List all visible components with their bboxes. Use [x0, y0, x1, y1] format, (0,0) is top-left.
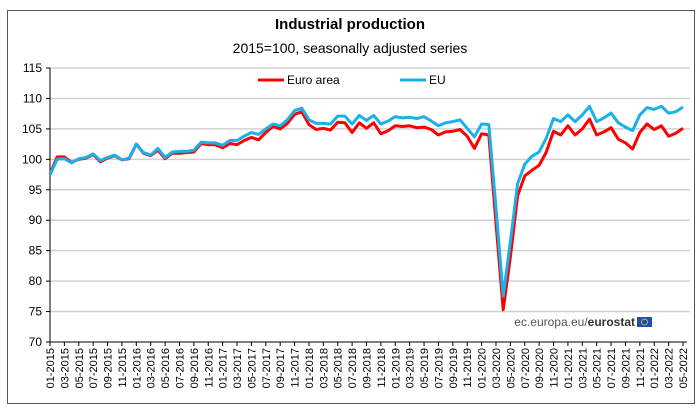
- x-tick-label: 11-2021: [635, 348, 647, 388]
- x-tick-label: 01-2020: [477, 348, 489, 388]
- x-tick-label: 11-2019: [462, 348, 474, 388]
- y-tick-label: 75: [29, 305, 43, 319]
- x-tick-label: 03-2020: [491, 348, 503, 388]
- y-tick-label: 70: [29, 335, 43, 349]
- x-tick-label: 07-2018: [347, 348, 359, 388]
- x-tick-label: 03-2017: [232, 348, 244, 388]
- x-tick-label: 07-2017: [261, 348, 273, 388]
- x-tick-label: 09-2017: [275, 348, 287, 388]
- y-tick-label: 95: [29, 183, 43, 197]
- x-tick-label: 03-2022: [664, 348, 676, 388]
- y-tick-label: 110: [23, 91, 42, 105]
- y-tick-label: 80: [29, 274, 43, 288]
- x-tick-label: 01-2022: [649, 348, 661, 388]
- x-tick-label: 09-2015: [103, 348, 115, 388]
- legend-label-euro-area: Euro area: [287, 73, 340, 87]
- x-tick-label: 11-2016: [203, 348, 215, 388]
- x-tick-label: 09-2016: [189, 348, 201, 388]
- source-prefix: ec.europa.eu/: [514, 315, 588, 329]
- chart-frame: [7, 10, 695, 404]
- x-tick-label: 07-2015: [88, 348, 100, 388]
- svg-text:ec.europa.eu/eurostat: ec.europa.eu/eurostat: [514, 315, 635, 329]
- x-tick-label: 07-2019: [433, 348, 445, 388]
- x-tick-label: 05-2020: [505, 348, 517, 388]
- x-axis: 01-2015 03-2015 05-2015 07-2015 09-2015 11-20…: [45, 341, 690, 388]
- x-tick-label: 03-2016: [146, 348, 158, 388]
- legend-label-eu: EU: [429, 73, 446, 87]
- x-tick-label: 05-2017: [246, 348, 258, 388]
- x-tick-label: 11-2018: [376, 348, 388, 388]
- x-tick-label: 09-2020: [534, 348, 546, 388]
- legend: Euro area EU: [258, 73, 446, 87]
- x-tick-label: 11-2017: [290, 348, 302, 388]
- x-tick-label: 11-2015: [117, 348, 129, 388]
- x-tick-label: 01-2021: [563, 348, 575, 388]
- x-tick-label: 03-2019: [405, 348, 417, 388]
- series-lines: [48, 104, 684, 312]
- series-line-eu: [48, 104, 684, 298]
- x-tick-label: 03-2021: [577, 348, 589, 388]
- x-tick-label: 03-2015: [59, 348, 71, 388]
- eu-stars-icon: [641, 318, 648, 326]
- x-tick-label: 01-2018: [304, 348, 316, 388]
- x-tick-label: 09-2021: [620, 348, 632, 388]
- series-line-euro-area: [48, 110, 684, 312]
- x-tick-label: 01-2016: [131, 348, 143, 388]
- gridlines: [50, 67, 690, 313]
- x-tick-label: 01-2019: [390, 348, 402, 388]
- x-tick-label: 07-2020: [520, 348, 532, 388]
- y-tick-label: 90: [29, 213, 43, 227]
- x-tick-label: 07-2021: [606, 348, 618, 388]
- x-tick-label: 05-2016: [160, 348, 172, 388]
- x-tick-label: 01-2017: [218, 348, 230, 388]
- x-tick-label: 09-2019: [448, 348, 460, 388]
- y-tick-label: 100: [22, 152, 42, 166]
- eu-flag-icon: [637, 317, 652, 327]
- chart-subtitle: 2015=100, seasonally adjusted series: [233, 40, 468, 56]
- x-tick-label: 05-2019: [419, 348, 431, 388]
- x-tick-label: 03-2018: [318, 348, 330, 388]
- x-tick-label: 05-2018: [333, 348, 345, 388]
- source-brand: eurostat: [588, 315, 635, 329]
- x-tick-label: 05-2021: [592, 348, 604, 388]
- x-tick-label: 07-2016: [174, 348, 186, 388]
- source-credit: ec.europa.eu/eurostat: [514, 315, 652, 329]
- chart-title: Industrial production: [275, 16, 425, 33]
- y-tick-label: 115: [23, 61, 42, 75]
- x-tick-label: 09-2018: [362, 348, 374, 388]
- x-tick-label: 05-2015: [74, 348, 86, 388]
- x-tick-label: 05-2022: [678, 348, 690, 388]
- y-tick-label: 85: [29, 244, 43, 258]
- x-tick-label: 01-2015: [45, 348, 57, 388]
- x-tick-label: 11-2020: [549, 348, 561, 388]
- y-axis: 70 75 80 85 90 95 100 105 110 115: [22, 61, 51, 349]
- y-tick-label: 105: [22, 122, 42, 136]
